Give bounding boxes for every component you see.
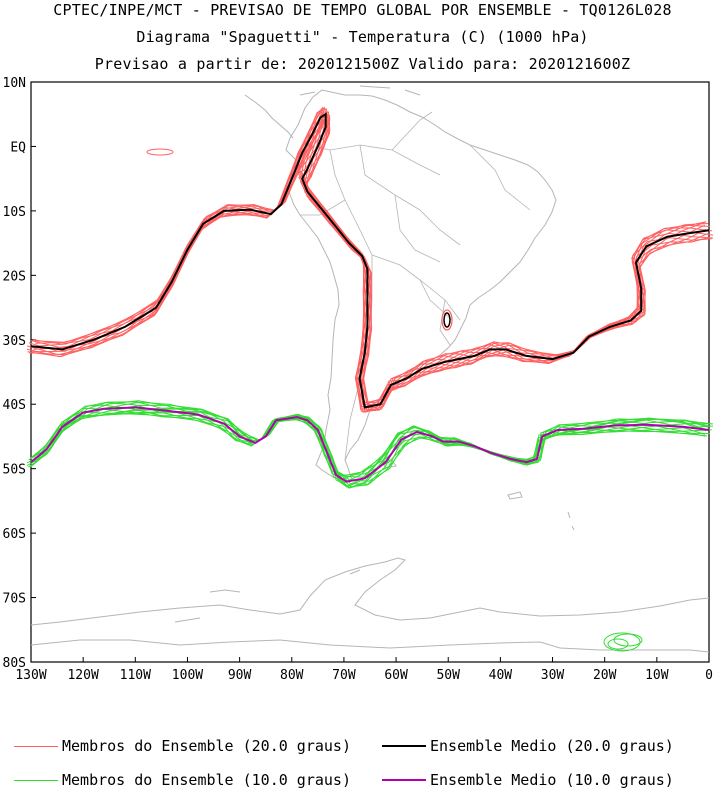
coast-antarctica-inner — [30, 639, 710, 653]
lat-label: 60S — [3, 527, 26, 542]
lat-label: 40S — [3, 398, 26, 413]
lon-label: 0 — [705, 668, 713, 683]
title-line-3: Previsao a partir de: 2020121500Z Valido… — [94, 55, 631, 73]
legend-label-mean-10: Ensemble Medio (10.0 graus) — [430, 771, 674, 789]
coast-antarctic-islands — [174, 569, 361, 623]
legend-swatch-members-20 — [14, 745, 58, 747]
coast-caribbean — [299, 85, 421, 96]
legend-members-20: Membros do Ensemble (20.0 graus) — [14, 737, 351, 755]
member10-contour — [33, 411, 710, 489]
legend-mean-20: Ensemble Medio (20.0 graus) — [382, 737, 674, 755]
lon-label: 20W — [593, 668, 617, 683]
lon-label: 10W — [645, 668, 669, 683]
lon-label: 90W — [228, 668, 252, 683]
member10-contour — [34, 411, 712, 488]
contour-layer — [26, 106, 714, 489]
member20-contour — [31, 108, 706, 405]
lon-label: 100W — [172, 668, 203, 683]
legend-label-members-10: Membros do Ensemble (10.0 graus) — [62, 771, 351, 789]
member10-closed-antarctic-a — [603, 632, 641, 652]
member10-contour — [34, 407, 713, 485]
title-line-2: Diagrama "Spaguetti" - Temperatura (C) (… — [136, 28, 589, 46]
lon-label: 40W — [489, 668, 513, 683]
coastline-layer — [30, 85, 710, 653]
legend-members-10: Membros do Ensemble (10.0 graus) — [14, 771, 351, 789]
member20-closed-30s — [441, 309, 453, 331]
lat-label: 70S — [3, 592, 26, 607]
lon-label: 80W — [280, 668, 304, 683]
title-line-1: CPTEC/INPE/MCT - PREVISAO DE TEMPO GLOBA… — [53, 1, 672, 19]
member20-contour — [28, 119, 712, 413]
lon-label: 30W — [541, 668, 565, 683]
lat-label: 10S — [3, 205, 26, 220]
member20-island-eq — [146, 148, 174, 156]
map-frame — [30, 81, 710, 663]
coast-antarctica — [30, 557, 710, 626]
legend-swatch-mean-20 — [382, 745, 426, 747]
member20-contour — [34, 106, 709, 404]
legend-label-mean-20: Ensemble Medio (20.0 graus) — [430, 737, 674, 755]
legend-label-members-20: Membros do Ensemble (20.0 graus) — [62, 737, 351, 755]
lon-label: 130W — [15, 668, 46, 683]
member20-contour — [33, 106, 707, 404]
lon-label: 110W — [120, 668, 151, 683]
lon-label: 120W — [67, 668, 98, 683]
member10-contour — [31, 408, 707, 488]
coast-south-america — [285, 89, 557, 483]
lat-label: 20S — [3, 269, 26, 284]
member10-closed-antarctic-b — [613, 633, 643, 647]
member10-contour — [28, 404, 706, 484]
legend-swatch-mean-10 — [382, 779, 426, 781]
member20-contour — [35, 108, 711, 406]
legend-swatch-members-10 — [14, 779, 58, 781]
lon-label: 60W — [384, 668, 408, 683]
mean20-closed-30s — [443, 312, 451, 328]
lat-label: 80S — [3, 656, 26, 671]
lat-label: EQ — [10, 140, 26, 155]
member20-contour — [34, 111, 713, 409]
mean10-contour — [30, 406, 710, 483]
coast-south-georgia — [507, 491, 523, 500]
coast-sandwich — [567, 511, 575, 531]
lon-label: 50W — [436, 668, 460, 683]
lat-label: 50S — [3, 463, 26, 478]
legend-mean-10: Ensemble Medio (10.0 graus) — [382, 771, 674, 789]
lat-label: 30S — [3, 334, 26, 349]
coast-central-america — [244, 94, 294, 139]
lat-label: 10N — [3, 76, 26, 91]
member20-contour — [32, 113, 714, 411]
mean20-contour — [30, 112, 710, 409]
member10-contour — [32, 404, 714, 482]
member10-closed-antarctic-c — [607, 638, 629, 650]
lon-label: 70W — [332, 668, 356, 683]
